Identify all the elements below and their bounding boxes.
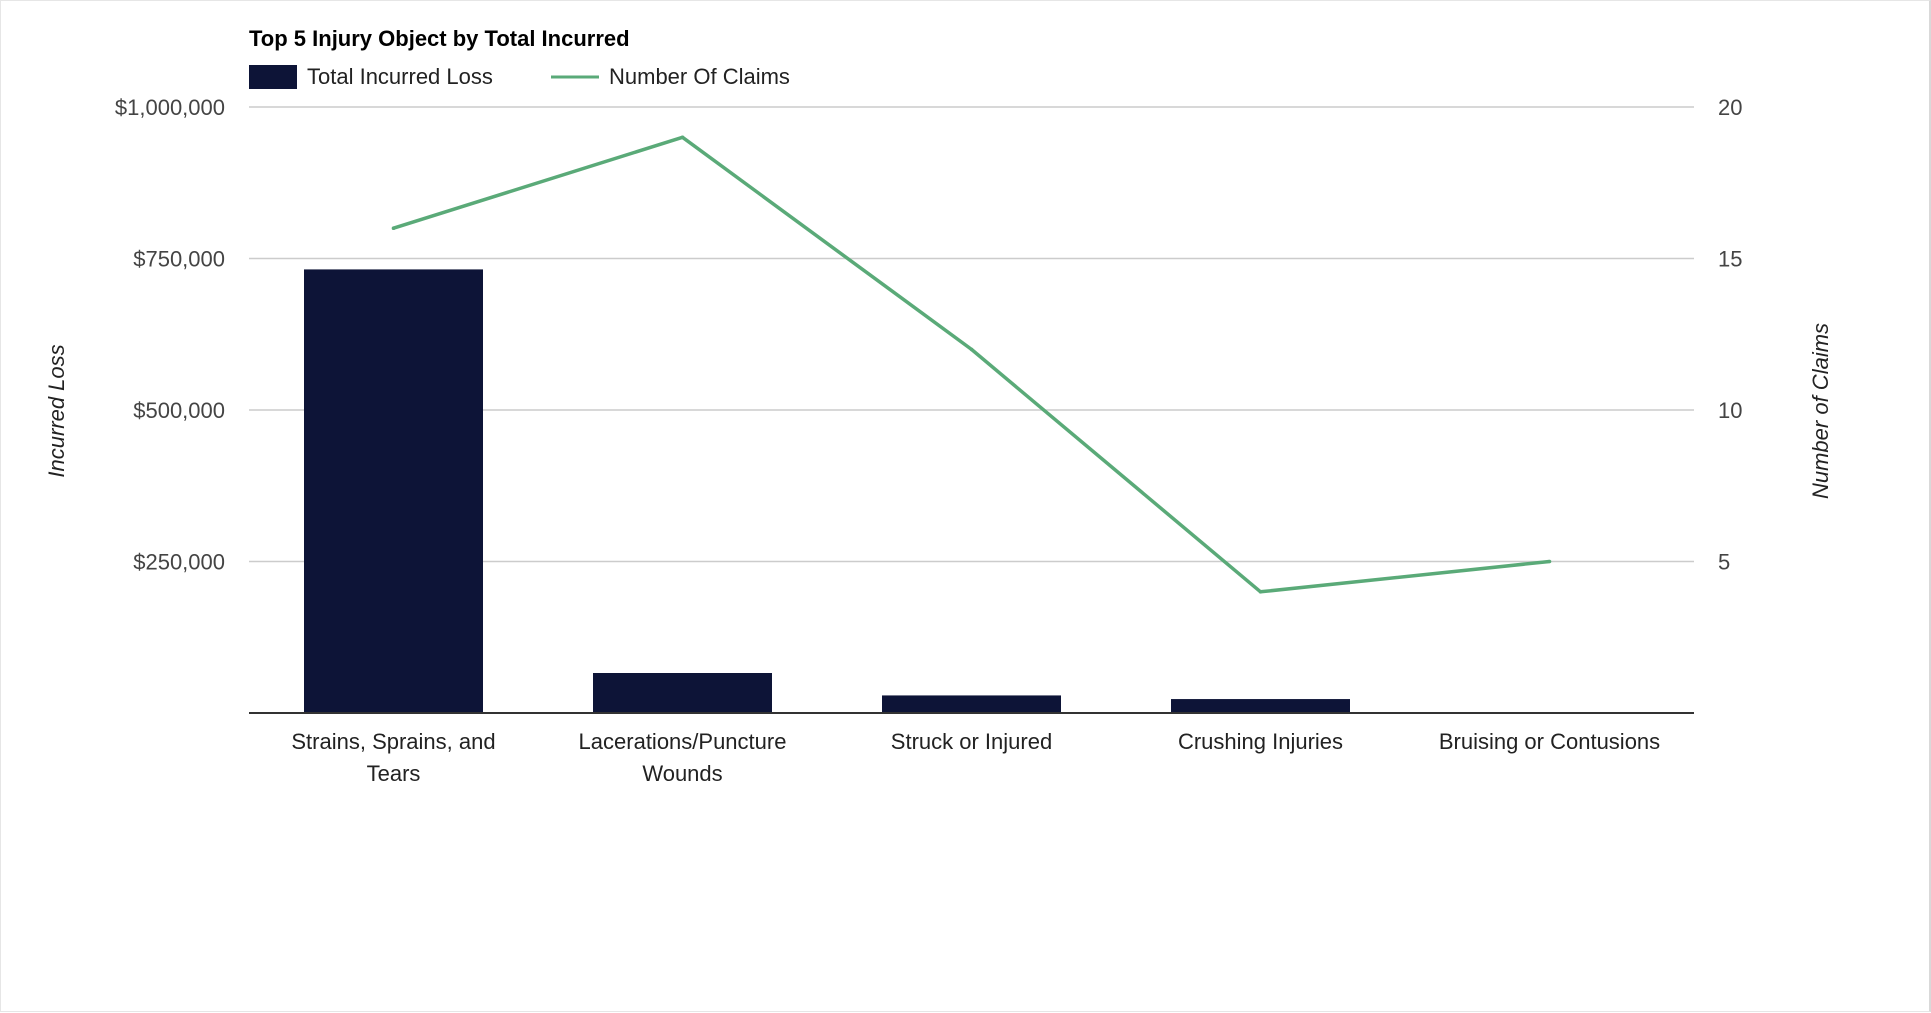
bar [882, 695, 1061, 713]
category-label: Lacerations/Puncture [579, 729, 787, 754]
right-axis-tick-label: 10 [1718, 398, 1742, 423]
line-point [680, 135, 685, 140]
claims-line [392, 135, 1550, 594]
legend-swatch-bar [249, 65, 297, 89]
right-axis-tick-label: 15 [1718, 247, 1742, 272]
legend-label-line: Number Of Claims [609, 64, 790, 89]
right-axis-tick-label: 20 [1718, 95, 1742, 120]
left-axis-tick-label: $1,000,000 [115, 95, 225, 120]
left-axis-ticks: $250,000 $500,000 $750,000 $1,000,000 [115, 95, 225, 575]
bar [593, 673, 772, 713]
category-label: Strains, Sprains, and [291, 729, 495, 754]
right-axis-ticks: 5 10 15 20 [1718, 95, 1742, 575]
category-label: Bruising or Contusions [1439, 729, 1660, 754]
category-label: Tears [367, 761, 421, 786]
right-axis-title: Number of Claims [1808, 323, 1833, 499]
line-point [1547, 559, 1552, 564]
left-axis-tick-label: $250,000 [133, 550, 225, 575]
category-label: Crushing Injuries [1178, 729, 1343, 754]
line-point [969, 347, 974, 352]
bar [1171, 699, 1350, 713]
left-axis-tick-label: $750,000 [133, 247, 225, 272]
category-labels: Strains, Sprains, and Tears Lacerations/Pu… [291, 729, 1660, 786]
line-point [1258, 590, 1263, 594]
bar-series [304, 269, 1350, 713]
right-axis-tick-label: 5 [1718, 550, 1730, 575]
left-axis-tick-label: $500,000 [133, 398, 225, 423]
chart-title: Top 5 Injury Object by Total Incurred [249, 26, 630, 51]
legend: Total Incurred Loss Number Of Claims [249, 64, 790, 89]
line-point [391, 226, 396, 230]
line-series [391, 135, 1552, 594]
bar [304, 269, 483, 713]
left-axis-title: Incurred Loss [44, 344, 69, 477]
category-label: Wounds [642, 761, 722, 786]
category-label: Struck or Injured [891, 729, 1052, 754]
legend-label-bar: Total Incurred Loss [307, 64, 493, 89]
gridlines [249, 106, 1694, 563]
